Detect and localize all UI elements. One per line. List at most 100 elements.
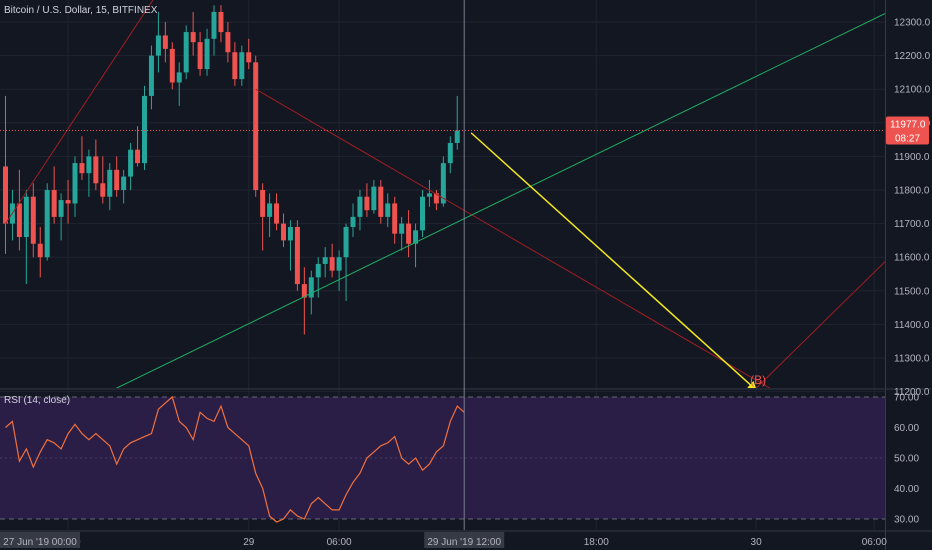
wave-1-line (5, 0, 154, 224)
time-highlight-box (0, 532, 80, 548)
candle (315, 257, 321, 298)
candle-body (406, 223, 412, 244)
candle (260, 183, 266, 251)
candle-body (350, 216, 356, 227)
candle (37, 226, 43, 278)
candle (155, 11, 161, 73)
candle (197, 32, 203, 76)
candle (426, 179, 432, 207)
candle-body (169, 48, 175, 83)
rsi-tick-label: 70.00 (894, 393, 919, 404)
candle-body (155, 35, 161, 56)
candle (3, 95, 8, 254)
candle-body (274, 203, 280, 224)
candle (447, 136, 453, 174)
candle-body (23, 196, 29, 238)
price-tick-label: 11800.0 (894, 186, 930, 197)
candle-body (16, 203, 22, 238)
candle (232, 42, 238, 86)
candle (420, 190, 425, 238)
candle-body (364, 196, 370, 211)
price-tick-label: 11900.0 (894, 152, 930, 163)
candle-body (121, 176, 127, 190)
rsi-panel (0, 395, 885, 523)
candle (190, 11, 196, 56)
time-tick-label: 30 (751, 537, 763, 548)
candle (93, 139, 99, 190)
countdown-label: 08:27 (895, 134, 920, 145)
candle-body (30, 196, 36, 244)
candle-body (447, 142, 453, 164)
candle-body (3, 166, 8, 224)
price-tick-label: 11600.0 (894, 253, 930, 264)
candle-body (378, 186, 384, 217)
rsi-tick-label: 30.00 (894, 515, 919, 526)
price-tick-label: 11500.0 (894, 286, 930, 297)
rsi-tick-label: 50.00 (894, 454, 919, 465)
chart-title: Bitcoin / U.S. Dollar, 15, BITFINEX (4, 5, 158, 16)
rsi-tick-label: 60.00 (894, 423, 919, 434)
candle (329, 243, 335, 278)
candle-body (162, 35, 168, 49)
candle (406, 210, 412, 258)
rsi-tick-label: 40.00 (894, 484, 919, 495)
candle-body (114, 169, 120, 190)
candle-body (37, 243, 43, 258)
candle (308, 270, 314, 315)
candle (253, 55, 259, 197)
candle (218, 5, 224, 43)
last-price-tag (886, 116, 929, 145)
candle (72, 156, 78, 217)
candle-body (301, 284, 307, 298)
candle (413, 223, 419, 268)
rsi-band (0, 397, 885, 519)
candle (301, 267, 307, 335)
candle-body (142, 95, 147, 164)
candle-body (294, 226, 300, 285)
candle (281, 213, 286, 248)
candle-body (315, 263, 321, 278)
drawings (5, 0, 885, 388)
trend-line (115, 12, 885, 388)
candle (142, 85, 147, 170)
candle-body (399, 223, 405, 234)
rsi-line (5, 395, 465, 523)
candle (107, 163, 113, 211)
candle-body (281, 223, 286, 241)
time-highlight-label: 27 Jun '19 00:00 (3, 537, 77, 548)
candle-body (433, 193, 439, 204)
candle-body (357, 196, 363, 217)
price-tick-label: 12300.0 (894, 18, 931, 29)
candle (239, 45, 245, 86)
candle (357, 190, 363, 231)
time-tick-label: 06:00 (327, 537, 352, 548)
candle (204, 28, 210, 76)
candle-body (322, 257, 328, 264)
candle (176, 62, 182, 106)
candle-body (336, 257, 342, 271)
time-highlight-label: 29 Jun '19 12:00 (427, 537, 501, 548)
candle (51, 166, 57, 224)
candle-body (225, 32, 231, 53)
candle-body (128, 149, 134, 177)
wave-label: (B) (750, 373, 766, 387)
candle (350, 203, 356, 238)
time-tick-label: 06:00 (862, 537, 887, 548)
candle (128, 142, 134, 190)
candle-body (65, 200, 71, 204)
candle-body (426, 193, 432, 197)
candle-body (267, 203, 273, 217)
candle-body (260, 190, 266, 217)
candle-body (440, 163, 446, 204)
candle (44, 183, 50, 261)
candle (225, 22, 231, 63)
candle (162, 22, 168, 63)
candle (399, 216, 405, 251)
candle (79, 136, 85, 180)
candle (364, 183, 370, 217)
candle-body (58, 200, 64, 217)
candle-body (135, 149, 141, 164)
candle-body (454, 130, 460, 143)
candle-body (183, 32, 189, 73)
